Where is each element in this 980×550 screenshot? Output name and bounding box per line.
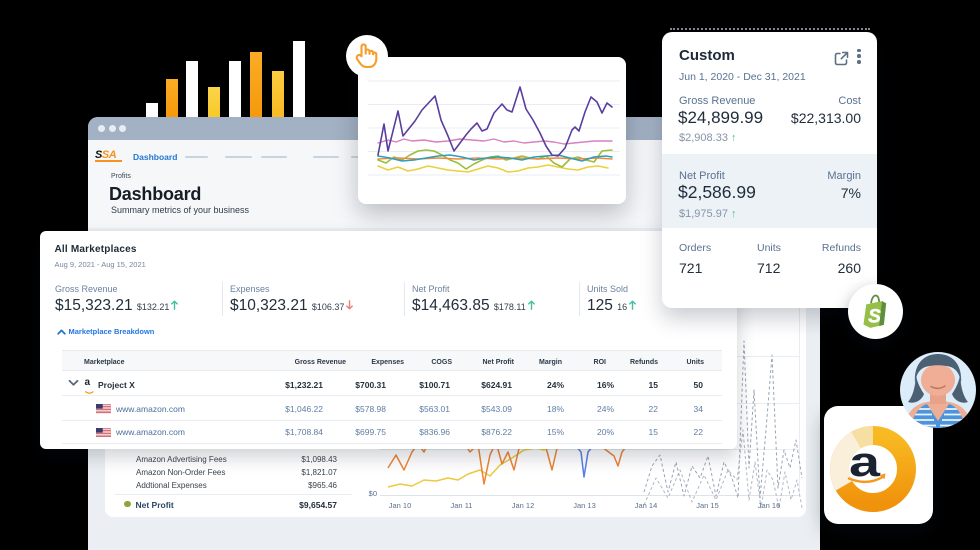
svg-text:a: a [849,438,881,485]
svg-text:S: S [868,306,881,327]
